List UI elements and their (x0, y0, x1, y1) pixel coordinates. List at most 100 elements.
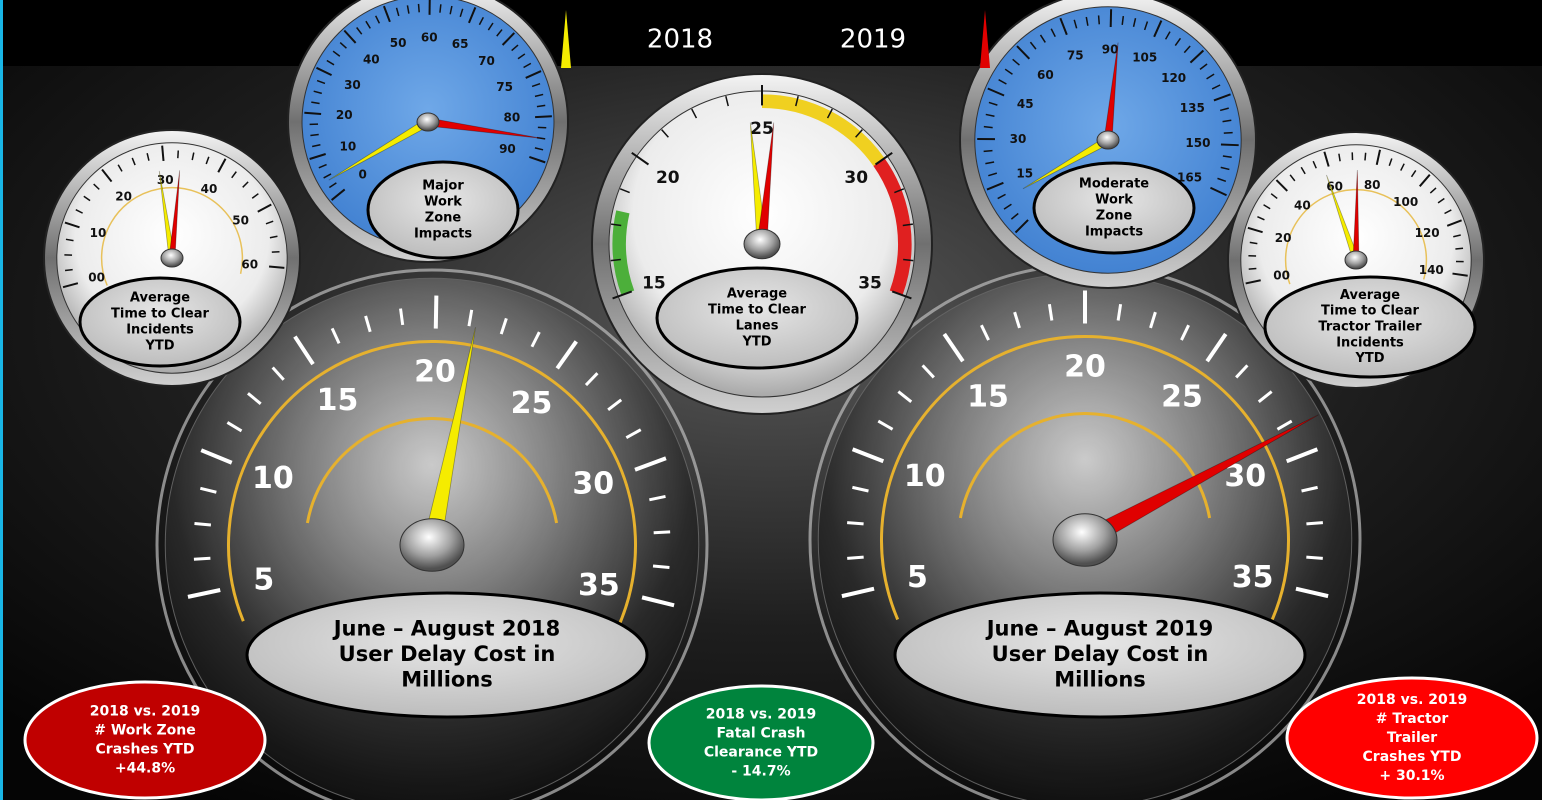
major-tick (1153, 20, 1163, 38)
minor-tick (117, 164, 123, 172)
legend-label: 2018 (647, 25, 713, 55)
minor-tick (439, 4, 442, 13)
major-tick (309, 153, 326, 160)
minor-tick (1164, 31, 1171, 40)
minor-tick (1004, 68, 1013, 75)
minor-tick (326, 59, 335, 66)
legend-swatch (561, 10, 571, 68)
minor-tick (921, 364, 935, 379)
minor-tick (894, 188, 905, 194)
gauge-title: Lanes (736, 318, 779, 333)
tick-label: 15 (967, 379, 1009, 414)
tick-label: 120 (1415, 226, 1440, 240)
minor-tick (1276, 419, 1293, 431)
tick-label: 120 (1161, 71, 1186, 85)
minor-tick (855, 129, 863, 138)
minor-tick (487, 22, 494, 31)
minor-tick (517, 53, 526, 60)
minor-tick (795, 95, 799, 107)
tick-label: 20 (1064, 350, 1106, 385)
minor-tick (364, 315, 372, 333)
gauge-title: Time to Clear (111, 307, 209, 322)
tick-label: 20 (1275, 231, 1292, 245)
minor-tick (1047, 303, 1054, 321)
minor-tick (584, 372, 599, 387)
major-tick (268, 265, 285, 269)
gauge-title: Time to Clear (1321, 304, 1419, 319)
minor-tick (1121, 15, 1125, 25)
major-tick (1220, 143, 1239, 147)
minor-tick (226, 421, 243, 433)
major-tick (1295, 586, 1329, 599)
minor-tick (269, 235, 278, 239)
tick-label: 5 (253, 562, 274, 597)
gauge-title: Incidents (1336, 335, 1404, 350)
minor-tick (988, 172, 998, 177)
minor-tick (1183, 45, 1191, 54)
gauge-label-plate (893, 591, 1307, 719)
gauge-title: Incidents (126, 322, 194, 337)
annotation-text: Trailer (1387, 730, 1437, 746)
minor-tick (75, 209, 83, 214)
minor-tick (247, 392, 262, 405)
minor-tick (310, 133, 319, 137)
minor-tick (1132, 18, 1137, 28)
tick-label: 40 (1294, 199, 1311, 213)
left-edge (0, 0, 3, 800)
annotation-text: 2018 vs. 2019 (706, 707, 816, 723)
minor-tick (534, 147, 544, 151)
minor-tick (193, 556, 211, 561)
major-tick (257, 203, 272, 213)
gauge-title: YTD (144, 338, 174, 353)
tick-label: 10 (90, 226, 107, 240)
minor-tick (1312, 160, 1317, 169)
minor-tick (65, 238, 74, 242)
major-tick (1452, 272, 1468, 277)
minor-tick (661, 129, 669, 138)
minor-tick (534, 93, 544, 98)
minor-tick (523, 62, 532, 69)
tick-label: 15 (317, 383, 359, 418)
major-tick (501, 32, 515, 46)
tick-label: 0 (359, 167, 367, 181)
needle-hub (416, 112, 440, 132)
major-tick (1189, 49, 1205, 64)
minor-tick (847, 521, 864, 526)
minor-tick (83, 195, 91, 202)
major-tick (1210, 186, 1227, 197)
minor-tick (330, 327, 341, 345)
header-band (0, 0, 1542, 66)
minor-tick (205, 156, 210, 165)
gauge-inner-ring (958, 411, 1212, 519)
tick-label: 30 (844, 168, 868, 188)
minor-tick (1085, 16, 1089, 26)
annotation-text: # Work Zone (94, 723, 196, 739)
minor-tick (459, 8, 464, 18)
minor-tick (897, 390, 913, 403)
tick-label: 35 (1232, 560, 1274, 595)
major-tick (987, 87, 1005, 97)
gauge-label-plate (366, 160, 520, 260)
major-tick (1285, 447, 1319, 464)
minor-tick (877, 419, 894, 431)
major-tick (200, 448, 233, 465)
tick-label: 105 (1132, 50, 1157, 64)
minor-tick (395, 7, 400, 17)
minor-tick (1220, 166, 1230, 171)
minor-tick (1437, 197, 1445, 204)
major-tick (529, 155, 546, 164)
annotation-text: 2018 vs. 2019 (90, 704, 200, 720)
gauge-title: June – August 2019 (985, 616, 1214, 640)
minor-tick (478, 16, 484, 26)
gauge-title: Work (424, 195, 462, 210)
annotation-text: - 14.7% (731, 764, 790, 780)
annotation-text: +44.8% (115, 761, 175, 777)
minor-tick (467, 309, 474, 327)
minor-tick (1257, 216, 1265, 221)
annotation-bubble (23, 680, 267, 800)
tick-label: 75 (1067, 49, 1084, 63)
minor-tick (847, 555, 864, 560)
minor-tick (1235, 364, 1249, 379)
minor-tick (271, 366, 285, 381)
minor-tick (1050, 28, 1056, 38)
